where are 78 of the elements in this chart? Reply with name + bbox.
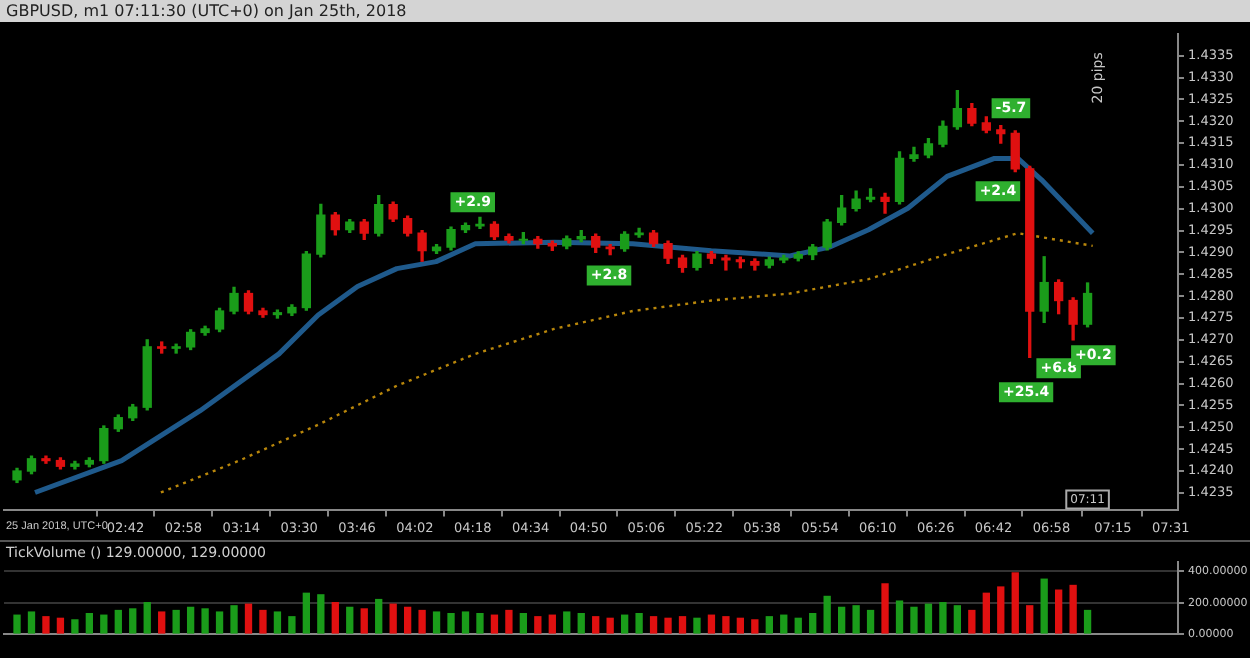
bar [953, 605, 962, 634]
bar [534, 616, 542, 634]
candlestick [880, 192, 890, 214]
bar [794, 617, 802, 634]
bar [620, 614, 629, 634]
bar [1040, 578, 1048, 634]
bar [924, 603, 933, 634]
bar [244, 603, 253, 634]
bar [418, 609, 426, 634]
bar [982, 592, 990, 634]
bar [346, 606, 354, 634]
bar [259, 609, 267, 634]
bar [230, 605, 238, 634]
bar [13, 614, 21, 634]
bar [1083, 609, 1092, 634]
bar [866, 609, 875, 634]
bar [881, 583, 889, 634]
bar [577, 612, 585, 634]
bar [302, 592, 311, 634]
bar [389, 603, 397, 634]
bar [476, 612, 484, 634]
bar [592, 616, 600, 634]
bar [505, 609, 513, 634]
bar [635, 612, 643, 634]
bar [693, 617, 701, 634]
bar [1026, 605, 1034, 634]
bar [158, 611, 166, 634]
bar [751, 619, 759, 634]
bar [895, 600, 904, 634]
bar [317, 594, 325, 634]
bar [707, 614, 716, 634]
bar [968, 609, 976, 634]
bar [461, 611, 470, 634]
bar [519, 612, 528, 634]
bar [172, 609, 180, 634]
bar [939, 602, 947, 634]
bar [997, 586, 1005, 634]
bar [56, 617, 65, 634]
bar [809, 612, 817, 634]
bar [403, 606, 412, 634]
bar [71, 619, 79, 634]
bar [722, 616, 730, 634]
bar [490, 614, 499, 634]
candlestick [721, 254, 731, 271]
bar [664, 617, 672, 634]
bar [186, 606, 195, 634]
bar [360, 608, 368, 634]
bar [42, 616, 50, 634]
bar [910, 606, 918, 634]
bar [606, 617, 614, 634]
bar [273, 611, 282, 634]
bar [1054, 589, 1063, 634]
bar [823, 595, 831, 634]
bar [837, 606, 846, 634]
bar [85, 612, 94, 634]
bar [27, 611, 36, 634]
bar [780, 614, 788, 634]
bar [852, 605, 860, 634]
bar [765, 616, 773, 634]
bar [129, 608, 137, 634]
bar [548, 614, 556, 634]
bar [288, 616, 296, 634]
chart-title: GBPUSD, m1 07:11:30 (UTC+0) on Jan 25th, 2018 [0, 0, 1250, 22]
bar [649, 616, 658, 634]
bar [201, 608, 209, 634]
bar [678, 616, 687, 634]
bar [100, 614, 108, 634]
bar [447, 612, 455, 634]
bar [432, 611, 441, 634]
bar [1011, 572, 1019, 634]
bar [215, 611, 224, 634]
bar [563, 611, 571, 634]
bar [331, 602, 339, 634]
bar [1069, 584, 1077, 634]
bar [736, 617, 745, 634]
bar [114, 609, 122, 634]
bar [375, 598, 383, 634]
bar [143, 602, 151, 634]
